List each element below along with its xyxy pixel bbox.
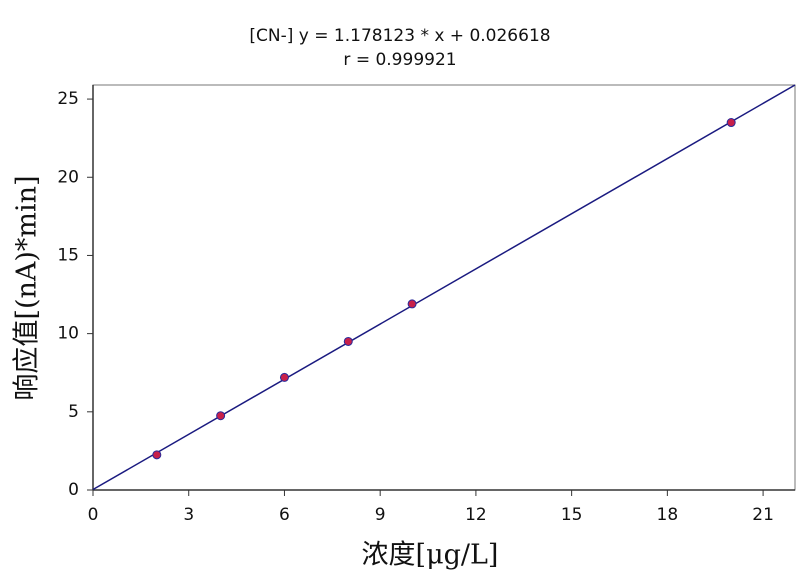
data-point <box>216 411 226 421</box>
data-point <box>343 336 353 346</box>
y-tick-label: 15 <box>57 245 79 265</box>
data-point <box>407 299 417 309</box>
chart-subtitle: r = 0.999921 <box>343 50 456 70</box>
x-axis-label: 浓度[μg/L] <box>362 540 499 571</box>
x-tick-label: 15 <box>561 505 583 525</box>
y-axis-label: 响应值[(nA)*min] <box>12 175 43 400</box>
fit-line <box>92 84 796 491</box>
data-point <box>726 118 736 128</box>
x-tick-label: 12 <box>465 505 487 525</box>
y-tick-label: 25 <box>57 89 79 109</box>
x-tick-label: 21 <box>752 505 774 525</box>
y-tick-label: 0 <box>68 480 79 500</box>
data-point <box>152 450 162 460</box>
x-tick-label: 3 <box>183 505 194 525</box>
y-tick-label: 10 <box>57 324 79 344</box>
data-point <box>279 372 289 382</box>
chart-title: [CN-] y = 1.178123 * x + 0.026618 <box>249 26 550 46</box>
y-tick-label: 20 <box>57 167 79 187</box>
x-tick-label: 18 <box>657 505 679 525</box>
x-tick-label: 0 <box>88 505 99 525</box>
x-tick-label: 6 <box>279 505 290 525</box>
y-tick-label: 5 <box>68 402 79 422</box>
x-tick-label: 9 <box>375 505 386 525</box>
